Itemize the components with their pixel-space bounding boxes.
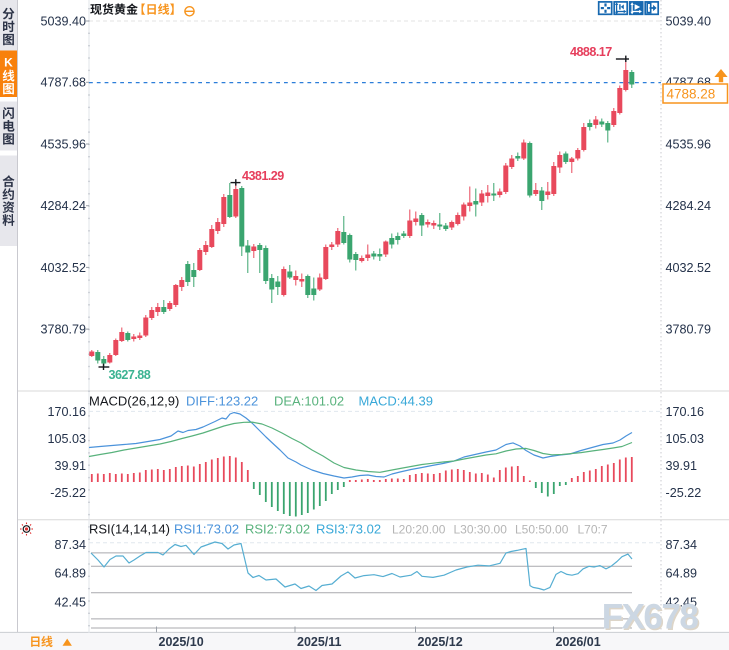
svg-text:-25.22: -25.22: [666, 486, 702, 500]
svg-text:4032.52: 4032.52: [666, 261, 712, 275]
svg-text:K: K: [4, 56, 13, 70]
svg-text:170.16: 170.16: [666, 405, 705, 419]
svg-text:87.34: 87.34: [54, 538, 86, 552]
svg-text:4284.24: 4284.24: [666, 199, 712, 213]
svg-text:-25.22: -25.22: [50, 486, 86, 500]
svg-text:2025/12: 2025/12: [418, 635, 463, 649]
svg-text:L50:50.00: L50:50.00: [515, 523, 569, 537]
svg-text:3780.79: 3780.79: [40, 323, 86, 337]
svg-text:4381.29: 4381.29: [242, 169, 284, 183]
svg-text:4535.96: 4535.96: [40, 137, 86, 151]
svg-text:2025/11: 2025/11: [297, 635, 342, 649]
svg-text:4284.24: 4284.24: [40, 199, 86, 213]
svg-text:170.16: 170.16: [47, 405, 86, 419]
svg-text:MACD:44.39: MACD:44.39: [359, 394, 433, 409]
svg-text:2025/10: 2025/10: [159, 635, 204, 649]
svg-text:64.89: 64.89: [666, 567, 698, 581]
svg-text:3627.88: 3627.88: [109, 368, 151, 382]
svg-text:87.34: 87.34: [666, 538, 698, 552]
svg-text:42.45: 42.45: [54, 595, 86, 609]
svg-text:4788.28: 4788.28: [667, 86, 716, 101]
svg-text:RSI2:73.02: RSI2:73.02: [245, 522, 310, 537]
svg-text:FX678: FX678: [602, 598, 699, 637]
svg-text:5039.40: 5039.40: [40, 14, 86, 28]
svg-text:4787.68: 4787.68: [40, 76, 86, 90]
svg-text:L70:7: L70:7: [578, 523, 608, 537]
svg-text:4535.96: 4535.96: [666, 137, 712, 151]
svg-text:39.91: 39.91: [54, 459, 86, 473]
svg-text:DIFF:123.22: DIFF:123.22: [186, 394, 258, 409]
svg-text:105.03: 105.03: [666, 432, 705, 446]
svg-text:4032.52: 4032.52: [40, 261, 86, 275]
svg-text:L20:20.00: L20:20.00: [392, 523, 446, 537]
svg-text:MACD(26,12,9): MACD(26,12,9): [89, 394, 179, 409]
svg-text:5039.40: 5039.40: [666, 14, 712, 28]
svg-text:39.91: 39.91: [666, 459, 698, 473]
svg-text:42.45: 42.45: [666, 595, 698, 609]
svg-text:2026/01: 2026/01: [556, 635, 601, 649]
svg-text:DEA:101.02: DEA:101.02: [274, 394, 344, 409]
svg-text:105.03: 105.03: [47, 432, 86, 446]
svg-text:4888.17: 4888.17: [570, 45, 612, 59]
svg-text:FX678: FX678: [603, 599, 700, 638]
svg-text:RSI3:73.02: RSI3:73.02: [316, 522, 381, 537]
svg-text:RSI(14,14,14): RSI(14,14,14): [89, 522, 170, 537]
svg-text:3780.79: 3780.79: [666, 323, 712, 337]
svg-text:L30:30.00: L30:30.00: [454, 523, 508, 537]
svg-text:RSI1:73.02: RSI1:73.02: [174, 522, 239, 537]
svg-text:64.89: 64.89: [54, 567, 86, 581]
